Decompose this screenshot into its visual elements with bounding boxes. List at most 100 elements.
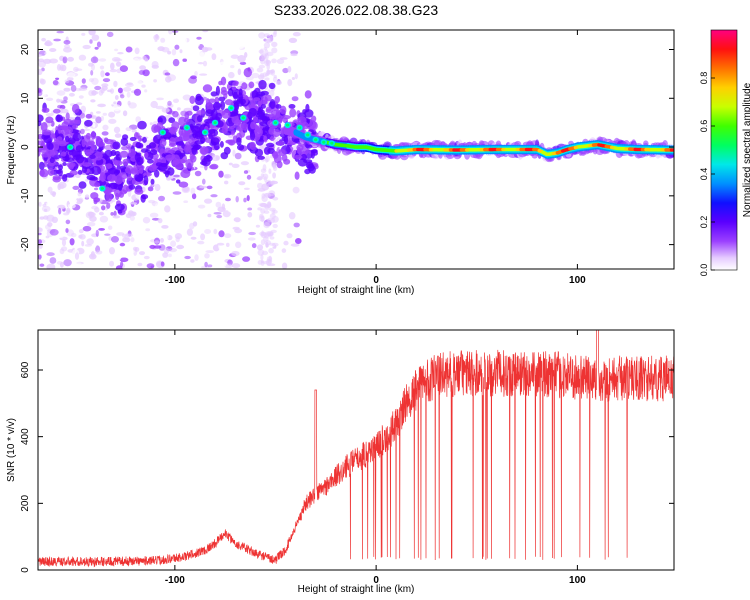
spectral-blob [137, 120, 147, 130]
noise-blob [279, 226, 287, 232]
noise-blob [273, 259, 282, 264]
noise-blob [290, 243, 300, 247]
spectral-blob [307, 163, 315, 172]
spectral-blob [237, 144, 245, 151]
bright-blob-core [314, 138, 318, 142]
noise-blob [213, 228, 218, 235]
snr-ylabel: SNR (10 * v/v) [6, 418, 17, 482]
noise-blob [87, 222, 96, 227]
noise-blob [128, 102, 137, 109]
spectral-blob [89, 154, 96, 159]
spectral-blob [112, 141, 121, 150]
noise-blob [170, 256, 177, 263]
spectral-blob [258, 106, 264, 113]
noise-blob [70, 232, 77, 238]
noise-blob [231, 163, 240, 168]
noise-blob [38, 188, 45, 195]
noise-blob [232, 149, 236, 157]
noise-blob [154, 39, 158, 43]
noise-blob [212, 244, 220, 252]
bright-blob-core [203, 131, 207, 134]
noise-blob [207, 213, 212, 218]
noise-blob [135, 116, 141, 123]
spectrogram-ytick-label: -10 [20, 188, 31, 203]
spectral-blob [213, 101, 221, 111]
spectral-blob [62, 155, 70, 162]
noise-blob [263, 222, 271, 229]
spectral-blob [58, 164, 63, 171]
spectral-blob [247, 111, 252, 120]
spectral-blob [278, 149, 286, 156]
noise-blob [115, 265, 123, 269]
noise-blob [269, 89, 275, 97]
spectral-blob [258, 79, 267, 90]
noise-blob [97, 103, 106, 108]
spectral-blob [147, 186, 154, 192]
noise-blob [63, 96, 68, 102]
noise-blob [225, 197, 231, 202]
noise-blob [56, 64, 62, 71]
noise-blob [205, 250, 214, 254]
noise-blob [144, 243, 148, 250]
noise-blob [100, 70, 105, 78]
noise-blob [218, 170, 224, 178]
spectral-blob [249, 131, 256, 141]
noise-blob [119, 242, 126, 247]
noise-blob [170, 95, 177, 100]
spectral-blob [99, 172, 106, 182]
noise-blob [78, 87, 88, 91]
noise-blob [183, 200, 189, 203]
noise-blob [137, 58, 144, 62]
noise-blob [61, 239, 67, 247]
noise-blob [47, 222, 53, 227]
spectrogram-xtick-label: -100 [165, 275, 185, 286]
noise-blob [234, 152, 242, 160]
noise-blob [119, 65, 128, 72]
noise-blob [38, 232, 42, 236]
noise-blob [154, 203, 161, 210]
spectral-blob [205, 98, 210, 107]
spectral-blob [143, 152, 149, 158]
noise-blob [242, 256, 251, 262]
noise-blob [292, 32, 301, 37]
noise-blob [116, 247, 122, 251]
noise-blob [194, 41, 200, 48]
spectral-blob [188, 137, 195, 145]
spectral-blob [105, 163, 113, 170]
noise-blob [57, 104, 63, 109]
noise-blob [110, 100, 118, 105]
noise-blob [110, 212, 114, 216]
spectral-blob [114, 159, 119, 166]
noise-blob [160, 37, 166, 43]
spectral-blob [263, 135, 268, 143]
noise-blob [113, 80, 118, 88]
noise-blob [127, 67, 134, 71]
spectral-blob [129, 136, 137, 142]
noise-blob [109, 247, 115, 255]
noise-blob [182, 94, 192, 101]
noise-blob [137, 262, 143, 267]
noise-blob [134, 47, 140, 55]
snr-series-line [38, 330, 674, 568]
noise-blob [60, 108, 69, 114]
spectral-blob [230, 130, 235, 136]
spectral-blob [274, 96, 281, 104]
noise-blob [215, 155, 220, 161]
spectral-blob [122, 158, 129, 166]
noise-blob [191, 193, 197, 200]
noise-blob [106, 202, 111, 209]
spectral-blob [119, 165, 127, 170]
noise-blob [53, 38, 61, 42]
noise-blob [257, 188, 266, 192]
spectral-blob [202, 84, 213, 93]
spectrogram-xlabel: Height of straight line (km) [298, 285, 415, 296]
noise-blob [271, 41, 278, 48]
spectral-blob [184, 144, 192, 153]
spectral-blob [38, 120, 42, 127]
noise-blob [108, 118, 117, 124]
spectral-blob [165, 154, 175, 161]
noise-blob [196, 36, 202, 40]
noise-blob [138, 215, 143, 221]
noise-blob [151, 217, 160, 221]
noise-blob [96, 111, 101, 114]
